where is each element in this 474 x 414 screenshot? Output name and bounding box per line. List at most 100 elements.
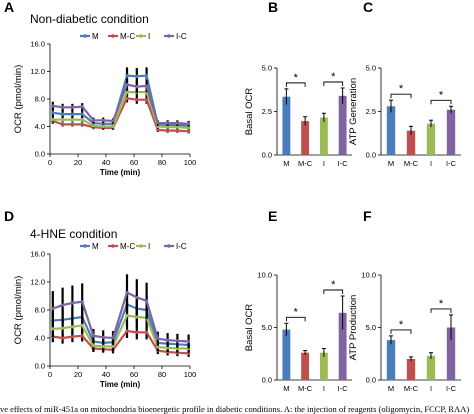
panel-c-y-tick-label: 2.5: [366, 107, 376, 116]
panel-c-significance-label: *: [439, 89, 444, 101]
panel-a-point-i-c: [135, 85, 139, 89]
panel-b-significance-label: *: [294, 72, 299, 84]
panel-a-point-i-c: [175, 121, 179, 125]
panel-a-point-m: [61, 112, 65, 116]
panel-c-significance-bracket: [390, 93, 412, 99]
panel-d-point-m-c: [70, 335, 74, 339]
panel-d-point-i: [61, 326, 65, 330]
panel-e-category-label-i: I: [323, 384, 325, 393]
figure-canvas: A Non-diabetic condition 0.0 4.0 8.0 12.0 16.0…: [4, 0, 461, 393]
panel-d-series-line-m-c: [52, 329, 189, 355]
panel-f-significance-label: *: [399, 319, 404, 331]
panel-a-point-i: [61, 118, 65, 122]
panel-e-y-tick-label: 10.0: [257, 271, 272, 280]
panel-d-point-i-c: [145, 299, 149, 303]
panel-e-category-label-m-c: M-C: [298, 384, 313, 393]
panel-a-point-i-c: [125, 82, 129, 87]
panel-a-legend-label-m: M: [92, 32, 99, 41]
panel-a-point-m-c: [145, 98, 149, 102]
panel-d-letter: D: [4, 208, 14, 224]
panel-d-legend-marker-i-c: [167, 244, 171, 248]
panel-a-legend-marker-i: [139, 34, 143, 38]
panel-c-y-tick-label: 5.0: [366, 64, 376, 73]
panel-e-category-label-m: M: [283, 384, 289, 393]
panel-c-category-label-i-c: I-C: [446, 159, 457, 168]
panel-d-point-m-c: [125, 329, 129, 333]
panel-a-y-tick-label: 4.0: [35, 122, 45, 131]
panel-d-y-tick-label: 0.0: [35, 362, 45, 371]
panel-d-x-tick-label: 40: [102, 370, 110, 379]
panel-a-legend-label-i-c: I-C: [176, 32, 187, 41]
panel-a-point-i: [166, 125, 170, 129]
panel-a-point-i-c: [111, 119, 115, 123]
panel-a-x-tick-label: 20: [74, 158, 82, 167]
panel-b-bar-i-c: [338, 95, 347, 155]
panel-a-point-i-c: [145, 84, 149, 88]
panel-a-point-m-c: [156, 128, 160, 132]
panel-a-series-line-i: [52, 90, 189, 129]
panel-a-point-i: [175, 125, 179, 129]
panel-a-legend-marker-m-c: [111, 34, 115, 38]
panel-a-series-line-m: [52, 74, 189, 127]
panel-e-y-tick-label: 0.0: [262, 376, 272, 385]
panel-a-legend-label-i: I: [148, 32, 150, 41]
panel-d-legend-marker-i: [139, 244, 143, 248]
panel-b-category-label-i: I: [323, 159, 325, 168]
panel-d-legend-label-m-c: M-C: [120, 242, 135, 251]
panel-d-point-i-c: [80, 300, 84, 304]
panel-e-bar-i: [319, 352, 328, 380]
panel-b-bar-i: [319, 117, 328, 155]
panel-a-point-m-c: [80, 122, 84, 127]
panel-d-point-i-c: [135, 295, 139, 299]
panel-d-legend-label-m: M: [92, 242, 99, 251]
figure-caption: ve effects of miR-451a on mitochondria b…: [0, 404, 470, 414]
panel-f-y-tick-label: 0.0: [366, 376, 376, 385]
panel-c-bar-i-c: [446, 109, 456, 155]
panel-a-point-i: [111, 124, 115, 129]
panel-c-y-axis-title: ATP Generation: [348, 78, 359, 145]
panel-e-bar-m: [282, 329, 291, 380]
panel-c-bar-i: [426, 123, 436, 155]
panel-d-legend-marker-m-c: [111, 244, 115, 248]
panel-f-y-tick-label: 5.0: [366, 323, 376, 332]
panel-d-x-axis-title: Time (min): [100, 380, 141, 389]
panel-d-point-i-c: [51, 307, 55, 311]
panel-f-significance-bracket: [430, 308, 452, 313]
panel-a-x-tick-label: 60: [130, 158, 138, 167]
panel-a-legend-marker-m: [83, 34, 87, 38]
panel-d-legend-marker-m: [83, 244, 87, 248]
panel-a-point-i: [187, 126, 191, 130]
panel-e-significance-bracket: [323, 289, 344, 294]
panel-d-y-tick-label: 4.0: [35, 334, 45, 343]
panel-d-title: 4-HNE condition: [30, 227, 117, 241]
panel-a-point-m: [125, 74, 129, 78]
panel-d-point-i: [135, 315, 139, 319]
panel-f-letter: F: [363, 208, 372, 224]
panel-d-point-i: [80, 323, 84, 327]
panel-d-point-i: [101, 344, 105, 348]
panel-a-point-i-c: [80, 104, 84, 109]
panel-c-significance-bracket: [430, 99, 452, 105]
panel-d-point-i-c: [111, 336, 115, 340]
panel-d-point-i-c: [125, 290, 129, 295]
panel-e-y-axis-title: Basal OCR: [244, 304, 255, 352]
panel-d-point-i-c: [61, 303, 65, 307]
panel-e-letter: E: [268, 208, 277, 224]
panel-a-point-m: [145, 74, 149, 78]
panel-e-significance-bracket: [285, 316, 306, 322]
panel-a-letter: A: [4, 0, 14, 15]
panel-c-significance-label: *: [399, 83, 404, 95]
panel-f-bar-i-c: [446, 327, 456, 380]
panel-d-point-i: [125, 314, 129, 318]
panel-e-significance-label: *: [294, 306, 299, 318]
panel-a-point-i-c: [51, 104, 55, 108]
panel-a-point-m-c: [125, 96, 129, 100]
panel-a-point-i: [91, 124, 95, 128]
panel-d-point-i: [51, 327, 55, 331]
panel-c-bar-m: [386, 106, 396, 155]
panel-d-point-m-c: [80, 334, 84, 338]
panel-c-y-tick-label: 0.0: [366, 151, 376, 160]
panel-a-point-i: [80, 118, 84, 122]
panel-a-point-i: [70, 118, 74, 122]
panel-a-y-tick-label: 8.0: [35, 95, 45, 104]
